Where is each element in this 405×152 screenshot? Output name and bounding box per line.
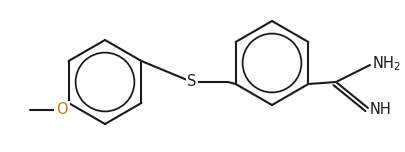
Text: NH: NH [369, 102, 391, 117]
Text: O: O [56, 102, 68, 117]
Text: S: S [187, 74, 196, 90]
Text: NH$_2$: NH$_2$ [371, 55, 400, 73]
